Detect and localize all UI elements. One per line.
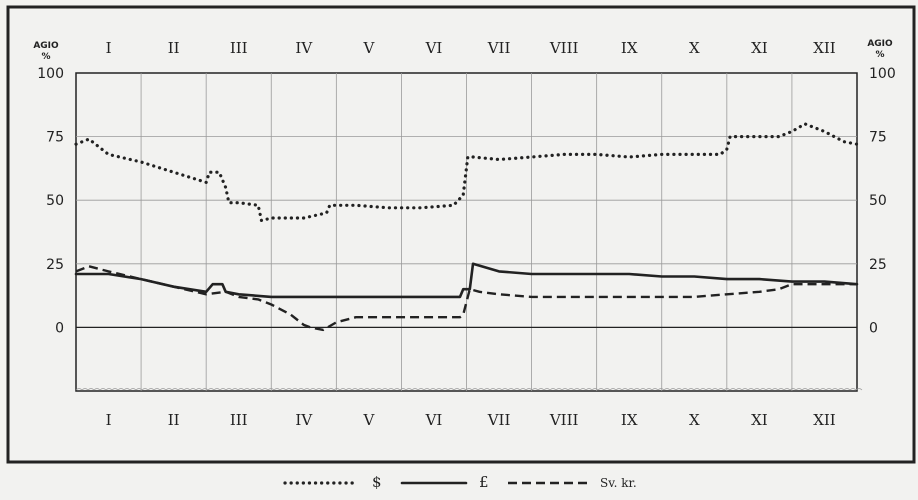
- y-tick-label-right: 25: [869, 257, 887, 273]
- month-label-top: VII: [487, 39, 511, 57]
- grid: [75, 72, 863, 392]
- month-label-top: IV: [295, 39, 313, 57]
- month-label-top: XI: [751, 39, 768, 57]
- month-label-bottom: XI: [751, 411, 768, 429]
- y-tick-label-right: 0: [869, 320, 878, 336]
- month-label-bottom: X: [689, 411, 700, 429]
- y-tick-label-left: 0: [55, 320, 64, 336]
- series-line-2: [74, 262, 859, 299]
- y-tick-label-left: 100: [37, 66, 64, 82]
- month-label-bottom: VI: [425, 411, 443, 429]
- month-label-top: II: [168, 39, 180, 57]
- month-label-bottom: VII: [487, 411, 511, 429]
- month-label-top: X: [689, 39, 700, 57]
- month-label-top: I: [106, 39, 112, 57]
- month-label-top: III: [230, 39, 248, 57]
- month-label-bottom: VIII: [549, 411, 579, 429]
- month-label-top: XII: [813, 39, 836, 57]
- y-tick-label-left: 50: [46, 193, 64, 209]
- month-label-bottom: IX: [621, 411, 638, 429]
- month-label-top: VIII: [549, 39, 579, 57]
- month-label-bottom: V: [362, 411, 375, 429]
- outer-frame: [6, 5, 916, 464]
- month-label-bottom: I: [106, 411, 112, 429]
- y-tick-label-left: 75: [46, 130, 64, 146]
- month-label-bottom: IV: [295, 411, 313, 429]
- month-label-bottom: II: [168, 411, 180, 429]
- month-label-top: IX: [621, 39, 638, 57]
- y-tick-label-right: 100: [869, 66, 896, 82]
- y-tick-label-right: 75: [869, 130, 887, 146]
- month-label-top: V: [362, 39, 375, 57]
- y-axis-title-left: AGIO: [33, 41, 59, 51]
- y-axis-unit-right: %: [875, 50, 884, 60]
- y-axis-title-right: AGIO: [867, 39, 893, 49]
- month-label-top: VI: [425, 39, 443, 57]
- series-line-3: [75, 265, 857, 332]
- series-line-1: [74, 122, 859, 223]
- y-tick-label-left: 25: [46, 257, 64, 273]
- y-tick-label-right: 50: [869, 193, 887, 209]
- month-label-bottom: XII: [813, 411, 836, 429]
- legend-label-1: $: [372, 473, 382, 491]
- axis-break-line: [75, 388, 863, 391]
- month-label-bottom: III: [230, 411, 248, 429]
- legend: $ £ Sv. kr.: [283, 473, 637, 491]
- legend-label-3: Sv. kr.: [600, 476, 637, 490]
- y-axis-unit-left: %: [41, 52, 50, 62]
- legend-label-2: £: [479, 473, 489, 491]
- series-layer: [74, 122, 859, 332]
